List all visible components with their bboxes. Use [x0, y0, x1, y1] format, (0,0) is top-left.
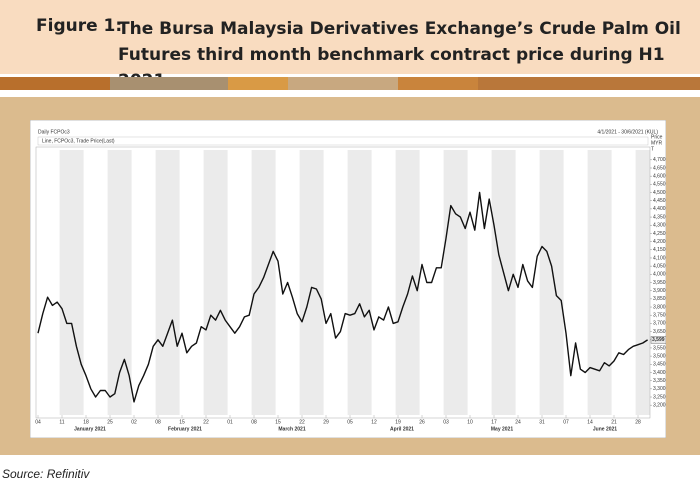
week-band [251, 150, 276, 415]
y-tick-label: 3,850 [653, 296, 666, 302]
x-tick-label: 08 [155, 419, 161, 425]
y-axis-label: T [651, 146, 654, 152]
x-tick-label: 08 [251, 419, 257, 425]
y-tick-label: 4,350 [653, 214, 666, 220]
legend-entry: Line, FCPOc3, Trade Price(Last) [42, 138, 115, 144]
y-axis-label: MYR [651, 140, 663, 146]
last-value-box [650, 336, 666, 344]
y-tick-label: 3,750 [653, 313, 666, 319]
x-tick-label: 07 [563, 419, 569, 425]
x-tick-label: 02 [131, 419, 137, 425]
y-tick-label: 3,400 [653, 370, 666, 376]
y-tick-label: 3,700 [653, 321, 666, 327]
x-tick-label: 10 [467, 419, 473, 425]
x-tick-label: 22 [299, 419, 305, 425]
y-tick-label: 3,900 [653, 288, 666, 294]
month-label: May 2021 [491, 426, 513, 432]
y-tick-label: 4,400 [653, 206, 666, 212]
y-tick-label: 4,600 [653, 174, 666, 180]
y-tick-label: 4,150 [653, 247, 666, 253]
x-tick-label: 05 [347, 419, 353, 425]
month-label: March 2021 [278, 426, 305, 432]
y-tick-label: 3,550 [653, 345, 666, 351]
y-tick-label: 3,200 [653, 403, 666, 409]
color-strip [0, 77, 700, 90]
week-band [395, 150, 420, 415]
x-tick-label: 11 [59, 419, 64, 425]
y-tick-label: 3,300 [653, 386, 666, 392]
x-tick-label: 01 [227, 419, 233, 425]
y-tick-label: 4,100 [653, 255, 666, 261]
y-tick-label: 4,250 [653, 231, 666, 237]
month-label: January 2021 [74, 426, 106, 432]
legend-box [37, 136, 649, 146]
month-label: June 2021 [593, 426, 617, 432]
chart-title: Daily FCPOc3 [38, 129, 70, 135]
x-tick-label: 03 [443, 419, 449, 425]
x-tick-label: 12 [371, 419, 377, 425]
x-tick-label: 04 [35, 419, 41, 425]
y-tick-label: 4,500 [653, 190, 666, 196]
week-band [635, 150, 650, 415]
y-tick-label: 3,450 [653, 362, 666, 368]
x-tick-label: 19 [395, 419, 401, 425]
week-band [539, 150, 564, 415]
y-axis-label: Price [651, 134, 663, 140]
y-tick-label: 3,250 [653, 394, 666, 400]
y-tick-label: 4,650 [653, 165, 666, 171]
price-line [37, 191, 648, 403]
y-tick-label: 3,650 [653, 329, 666, 335]
last-value-label: 3,599 [652, 337, 665, 343]
y-tick-label: 4,300 [653, 223, 666, 229]
chart: Daily FCPOc3 4/1/2021 - 30/6/2021 (KUL) … [30, 120, 666, 438]
x-tick-label: 18 [83, 419, 89, 425]
x-tick-label: 22 [203, 419, 209, 425]
month-label: April 2021 [390, 426, 414, 432]
x-tick-label: 14 [587, 419, 593, 425]
x-tick-label: 21 [611, 419, 617, 425]
week-band [443, 150, 468, 415]
x-tick-label: 15 [275, 419, 281, 425]
x-tick-label: 29 [323, 419, 329, 425]
x-tick-label: 25 [107, 419, 113, 425]
week-band [59, 150, 84, 415]
week-band [299, 150, 324, 415]
week-band [203, 150, 228, 415]
y-tick-label: 3,500 [653, 353, 666, 359]
header: Figure 1: The Bursa Malaysia Derivatives… [0, 0, 700, 91]
x-tick-label: 15 [179, 419, 185, 425]
y-tick-label: 4,000 [653, 272, 666, 278]
week-band [587, 150, 612, 415]
x-tick-label: 24 [515, 419, 521, 425]
x-tick-label: 28 [635, 419, 641, 425]
x-tick-label: 31 [539, 419, 545, 425]
y-tick-label: 3,800 [653, 304, 666, 310]
figure-label: Figure 1: [36, 16, 123, 36]
y-tick-label: 4,450 [653, 198, 666, 204]
x-tick-label: 17 [491, 419, 497, 425]
source: Source: Refinitiv [2, 467, 90, 481]
y-tick-label: 4,700 [653, 157, 666, 163]
month-label: February 2021 [168, 426, 202, 432]
week-band [491, 150, 516, 415]
y-tick-label: 4,050 [653, 263, 666, 269]
y-tick-label: 3,350 [653, 378, 666, 384]
week-band [155, 150, 180, 415]
y-tick-label: 4,200 [653, 239, 666, 245]
y-tick-label: 3,950 [653, 280, 666, 286]
x-tick-label: 26 [419, 419, 425, 425]
y-tick-label: 4,550 [653, 182, 666, 188]
week-band [347, 150, 372, 415]
date-range: 4/1/2021 - 30/6/2021 (KUL) [597, 129, 658, 135]
